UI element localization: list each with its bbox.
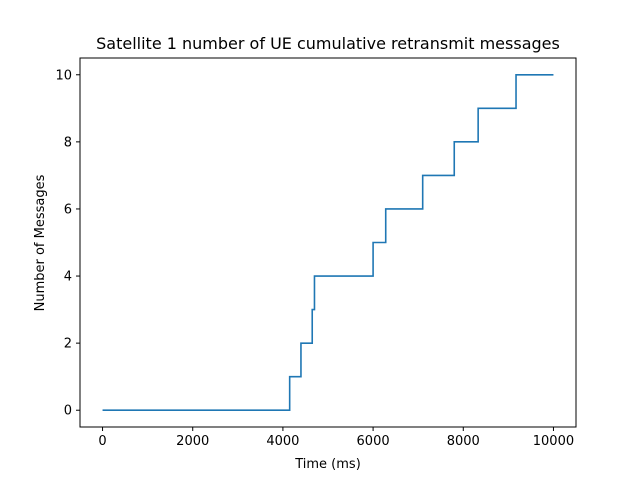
x-tick-label: 4000 (266, 434, 299, 449)
x-tick-label: 6000 (357, 434, 390, 449)
plot-frame (79, 57, 577, 428)
y-tick-label: 8 (64, 135, 72, 150)
x-tick-label: 2000 (176, 434, 209, 449)
y-axis-title: Number of Messages (33, 174, 48, 311)
chart-title: Satellite 1 number of UE cumulative retr… (96, 34, 560, 53)
series-line-0 (102, 73, 554, 412)
y-tick-label: 6 (64, 202, 72, 217)
x-tick-label: 10000 (533, 434, 574, 449)
x-tick-label: 0 (98, 434, 106, 449)
x-axis-title: Time (ms) (294, 457, 361, 472)
y-tick-label: 4 (64, 270, 72, 285)
plot-area: 0 2000 4000 6000 8000 10000 0 2 4 6 8 10 (55, 57, 577, 449)
y-tick-label: 10 (55, 68, 72, 83)
y-tick-label: 2 (64, 337, 72, 352)
y-tick-label: 0 (64, 404, 72, 419)
x-tick-label: 8000 (447, 434, 480, 449)
